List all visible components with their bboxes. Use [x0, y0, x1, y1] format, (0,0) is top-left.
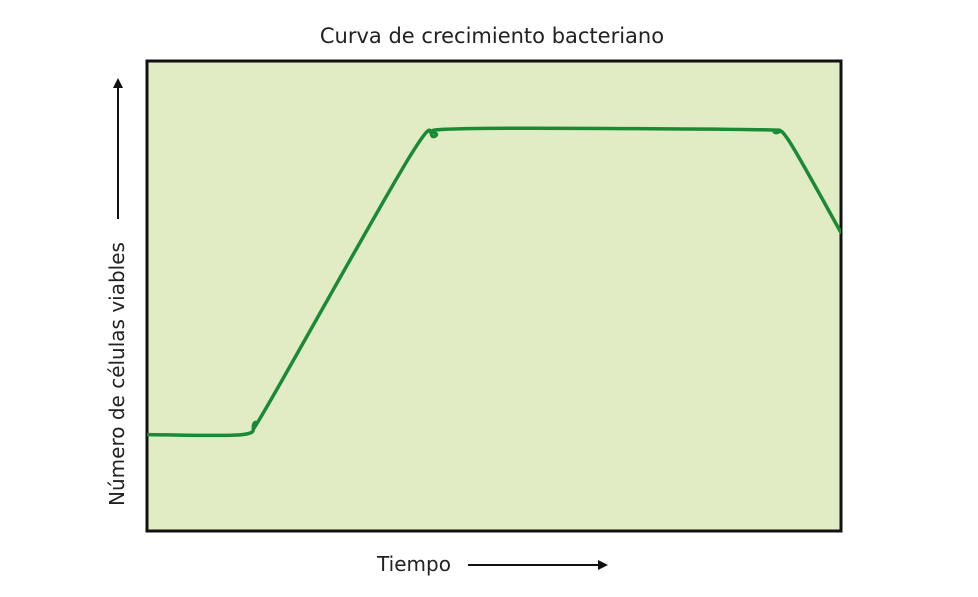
series-layer	[147, 126, 841, 438]
plot-area	[145, 59, 843, 533]
y-axis-label: Número de células viables	[105, 242, 129, 506]
y-axis-label-group: Número de células viables	[105, 78, 129, 506]
x-axis-label: Tiempo	[376, 552, 451, 576]
x-axis-label-group: Tiempo	[376, 552, 608, 576]
chart-title: Curva de crecimiento bacteriano	[320, 24, 664, 48]
growth-curve-line	[147, 126, 841, 438]
